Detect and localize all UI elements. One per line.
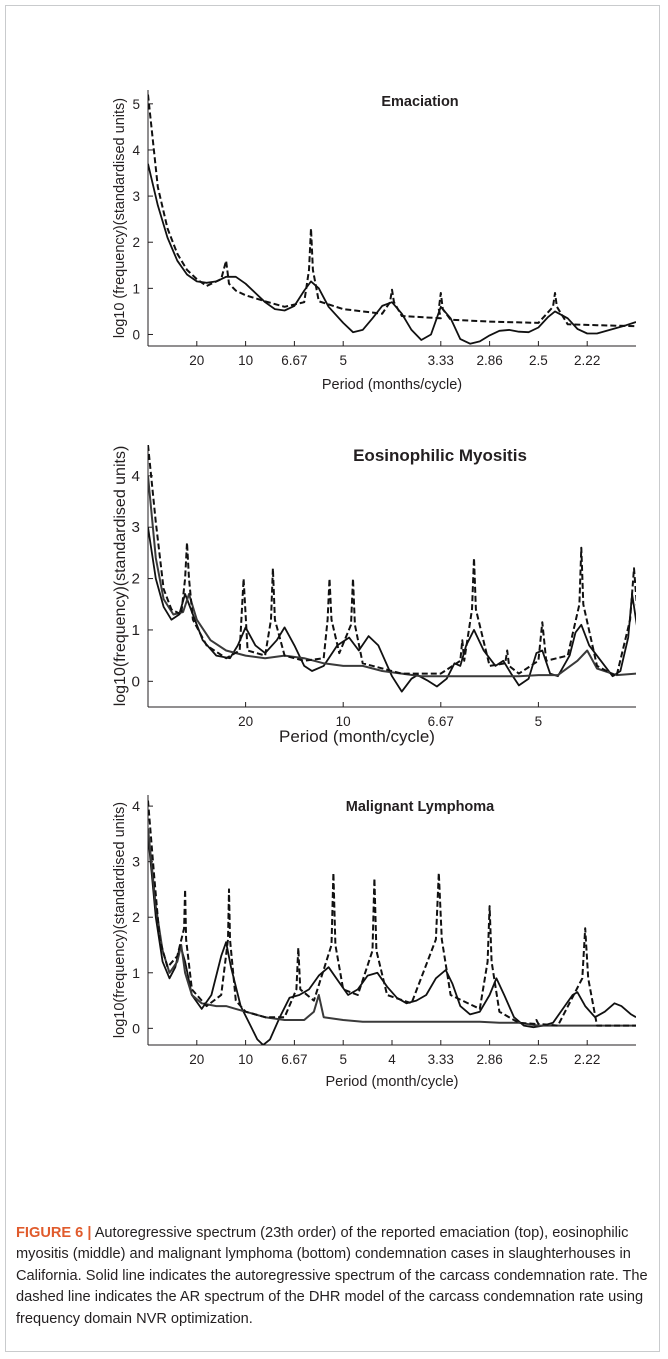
- x-tick-label: 10: [238, 353, 253, 368]
- y-tick-label: 3: [132, 519, 140, 536]
- series-line-solid: [148, 527, 636, 693]
- chart-2: 0 1 2 3 4 20 10 6.67 5 Eosinophilic Myositis Perio…: [112, 445, 636, 746]
- y-tick-label: 0: [132, 1021, 140, 1037]
- x-tick-label: 4: [388, 1052, 396, 1067]
- x-tick-label: 5: [535, 714, 543, 729]
- figure-caption: FIGURE 6 | Autoregressive spectrum (23th…: [16, 1223, 648, 1330]
- x-tick-label: 20: [189, 353, 204, 368]
- x-tick-label: 6.67: [281, 353, 307, 368]
- y-tick-label: 1: [132, 281, 140, 296]
- chart-title: Malignant Lymphoma: [346, 799, 495, 815]
- figure-label: FIGURE 6 |: [16, 1225, 92, 1241]
- series-group: [148, 94, 636, 345]
- caption-text: Autoregressive spectrum (23th order) of …: [16, 1225, 648, 1327]
- x-axis-label: Period (month/cycle): [279, 727, 435, 746]
- y-tick-label: 0: [132, 673, 140, 690]
- series-line-solid: [148, 163, 636, 345]
- x-tick-label: 20: [189, 1052, 204, 1067]
- y-tick-label: 3: [132, 855, 140, 871]
- y-tick-label: 2: [132, 571, 140, 588]
- series-line-dashed: [148, 445, 636, 678]
- x-tick-label: 6.67: [281, 1052, 307, 1067]
- x-tick-label: 10: [238, 1052, 253, 1067]
- x-tick-label: 6.67: [428, 714, 454, 729]
- x-tick-label: 5: [339, 1052, 347, 1067]
- series-group: [148, 445, 636, 693]
- figure-frame: [5, 5, 660, 1352]
- chart-title: Emaciation: [381, 94, 458, 110]
- chart-title: Eosinophilic Myositis: [353, 446, 527, 465]
- x-axis-label: Period (months/cycle): [322, 377, 462, 393]
- y-tick-label: 4: [132, 468, 140, 485]
- series-line-dashed: [148, 94, 636, 328]
- x-tick-label: 2.22: [574, 353, 600, 368]
- series-line-solid: [148, 833, 636, 1045]
- y-tick-label: 4: [132, 799, 140, 815]
- x-tick-label: 20: [238, 714, 253, 729]
- y-tick-label: 3: [132, 189, 140, 204]
- y-axis-label: log10(frequency)(standardised units): [112, 802, 128, 1038]
- series-line-solid-gray: [148, 475, 636, 678]
- x-tick-label: 5: [339, 353, 347, 368]
- y-tick-label: 1: [132, 622, 140, 639]
- x-tick-label: 2.22: [574, 1052, 600, 1067]
- x-tick-label: 10: [336, 714, 351, 729]
- x-tick-label: 3.33: [428, 1052, 454, 1067]
- y-tick-label: 5: [132, 97, 140, 112]
- chart-3: 0 1 2 3 4 20 10 6.67 5 4 3.33 2.86 2.5 2.22 Malignant …: [112, 795, 636, 1090]
- y-tick-label: 1: [132, 966, 140, 982]
- y-axis-label: log10 (frequency)(standardised units): [112, 98, 128, 338]
- x-tick-label: 2.5: [529, 1052, 548, 1067]
- y-tick-label: 0: [132, 327, 140, 342]
- x-tick-label: 2.86: [476, 353, 502, 368]
- x-tick-label: 3.33: [428, 353, 454, 368]
- y-axis-label: log10(frequency)(standardised units): [112, 446, 129, 707]
- y-tick-label: 4: [132, 143, 140, 158]
- x-tick-label: 2.5: [529, 353, 548, 368]
- x-axis-label: Period (month/cycle): [326, 1074, 459, 1090]
- chart-1: 0 1 2 3 4 5 20 10 6.67 5 3.33 2.86 2.5 2.22 Emaciation…: [112, 90, 636, 393]
- series-group: [148, 800, 636, 1045]
- x-tick-label: 2.86: [476, 1052, 502, 1067]
- y-tick-label: 2: [132, 910, 140, 926]
- y-tick-label: 2: [132, 235, 140, 250]
